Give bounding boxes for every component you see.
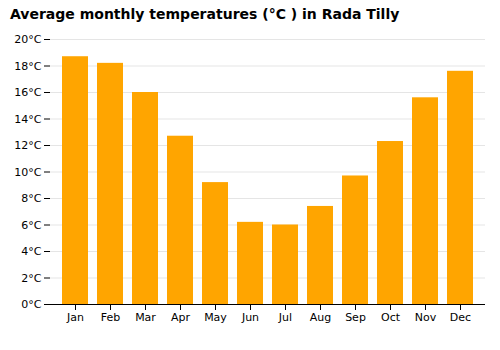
svg-text:Aug: Aug xyxy=(310,311,331,324)
svg-text:4°C: 4°C xyxy=(21,245,41,258)
svg-text:16°C: 16°C xyxy=(14,86,41,99)
svg-text:8°C: 8°C xyxy=(21,192,41,205)
svg-text:2°C: 2°C xyxy=(21,272,41,285)
svg-text:12°C: 12°C xyxy=(14,139,41,152)
svg-text:Oct: Oct xyxy=(381,311,401,324)
svg-text:14°C: 14°C xyxy=(14,113,41,126)
html-text:Average monthly temperatures (: Average monthly temperatures (°C ) in Ra… xyxy=(10,6,400,22)
svg-text:Apr: Apr xyxy=(171,311,191,324)
svg-text:Jul: Jul xyxy=(278,311,292,324)
svg-text:Jun: Jun xyxy=(241,311,259,324)
svg-text:10°C: 10°C xyxy=(14,166,41,179)
svg-text:Nov: Nov xyxy=(415,311,437,324)
svg-text:Feb: Feb xyxy=(101,311,120,324)
svg-text:20°C: 20°C xyxy=(14,33,41,46)
svg-text:Mar: Mar xyxy=(135,311,156,324)
svg-text:18°C: 18°C xyxy=(14,60,41,73)
svg-text:May: May xyxy=(204,311,227,324)
svg-text:Sep: Sep xyxy=(345,311,366,324)
svg-text:0°C: 0°C xyxy=(21,298,41,311)
svg-text:Dec: Dec xyxy=(450,311,471,324)
svg-text:6°C: 6°C xyxy=(21,219,41,232)
svg-text:Jan: Jan xyxy=(66,311,84,324)
